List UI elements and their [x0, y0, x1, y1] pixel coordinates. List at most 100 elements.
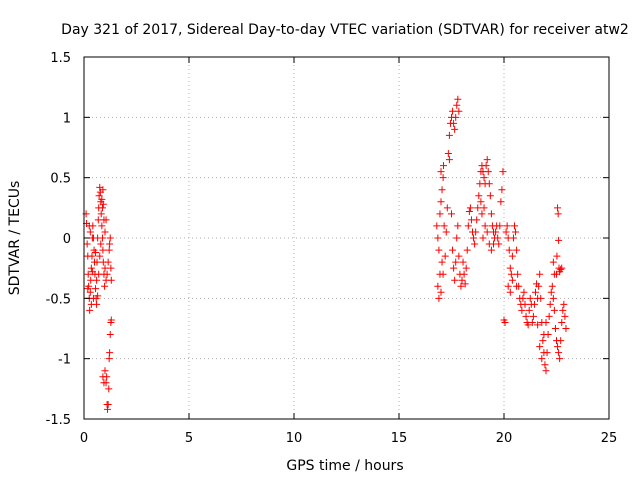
data-point — [545, 312, 553, 320]
data-point — [442, 228, 450, 236]
data-point — [88, 252, 96, 260]
data-point — [99, 246, 107, 254]
data-point — [554, 343, 562, 351]
data-point — [444, 150, 452, 158]
data-point — [100, 379, 108, 387]
data-point — [535, 282, 543, 290]
data-point — [98, 222, 106, 230]
data-point — [105, 355, 113, 363]
data-point — [548, 282, 556, 290]
data-point — [451, 276, 459, 284]
data-point — [558, 318, 566, 326]
data-point — [454, 95, 462, 103]
data-point — [479, 234, 487, 242]
data-point — [101, 228, 109, 236]
data-point — [558, 264, 566, 272]
data-point — [514, 270, 522, 278]
data-point — [96, 252, 104, 260]
data-point — [459, 258, 467, 266]
data-point — [549, 294, 557, 302]
data-point — [461, 280, 469, 288]
data-point — [93, 258, 101, 266]
data-point — [537, 294, 545, 302]
data-point — [98, 195, 106, 203]
x-tick-label: 0 — [80, 431, 88, 446]
grid-lines — [84, 57, 609, 419]
data-point — [487, 210, 495, 218]
data-point — [501, 318, 509, 326]
data-point — [524, 321, 532, 329]
data-point — [490, 240, 497, 248]
data-point — [511, 222, 518, 230]
data-point — [438, 258, 446, 266]
data-point — [434, 282, 442, 290]
data-point — [460, 270, 468, 278]
data-point — [87, 264, 95, 272]
data-point — [557, 265, 565, 273]
data-point — [435, 294, 443, 302]
data-point — [107, 264, 115, 272]
y-tick-label: 1.5 — [50, 51, 71, 66]
data-point — [84, 285, 92, 293]
data-point — [508, 276, 516, 284]
data-point — [97, 240, 105, 248]
y-axis-label: SDTVAR / TECUs — [7, 181, 23, 296]
data-point — [560, 300, 568, 308]
data-point — [503, 222, 511, 230]
data-point — [561, 312, 569, 320]
data-point — [470, 234, 478, 242]
data-point — [555, 236, 563, 244]
data-point — [451, 125, 459, 133]
data-point — [477, 198, 485, 206]
data-point — [87, 276, 95, 284]
data-point — [445, 131, 453, 139]
data-point — [437, 198, 445, 206]
data-point — [85, 222, 93, 230]
data-point — [452, 258, 460, 266]
y-tick-label: 0.5 — [50, 172, 71, 187]
data-point — [504, 282, 512, 290]
data-point — [550, 306, 558, 314]
data-point — [86, 306, 94, 314]
data-point — [106, 331, 114, 339]
data-point — [536, 270, 544, 278]
x-tick-label: 15 — [391, 431, 408, 446]
data-point — [508, 252, 516, 260]
data-point — [449, 107, 457, 115]
y-tick-label: 0 — [63, 232, 71, 247]
x-tick-label: 5 — [185, 431, 193, 446]
data-point — [455, 252, 463, 260]
data-point — [497, 198, 505, 206]
data-point — [556, 355, 564, 363]
data-point — [98, 234, 106, 242]
data-point — [458, 276, 466, 284]
data-point — [466, 204, 474, 212]
data-point — [450, 119, 458, 127]
data-point — [492, 228, 500, 236]
data-point — [452, 113, 460, 121]
data-point — [454, 222, 462, 230]
data-point — [457, 282, 465, 290]
data-point — [482, 162, 490, 170]
data-point — [101, 282, 109, 290]
data-point — [99, 373, 107, 381]
data-point — [105, 385, 113, 393]
data-point — [522, 312, 530, 320]
data-point — [106, 349, 114, 357]
data-point — [95, 270, 103, 278]
data-point — [105, 246, 113, 254]
data-point — [106, 234, 114, 242]
data-point — [483, 228, 491, 236]
x-axis-label: GPS time / hours — [286, 458, 403, 474]
data-point — [84, 270, 92, 278]
data-point — [557, 337, 565, 345]
x-tick-label: 10 — [286, 431, 303, 446]
data-point — [95, 192, 103, 200]
data-point — [484, 168, 492, 176]
data-point — [474, 204, 482, 212]
axis-ticks: 0 5 10 15 20 25 -1.5 -1 -0.5 0 0.5 1 1.5 — [46, 51, 618, 446]
data-point — [496, 222, 504, 230]
data-point — [102, 216, 110, 224]
data-point — [521, 300, 529, 308]
data-point — [438, 186, 446, 194]
